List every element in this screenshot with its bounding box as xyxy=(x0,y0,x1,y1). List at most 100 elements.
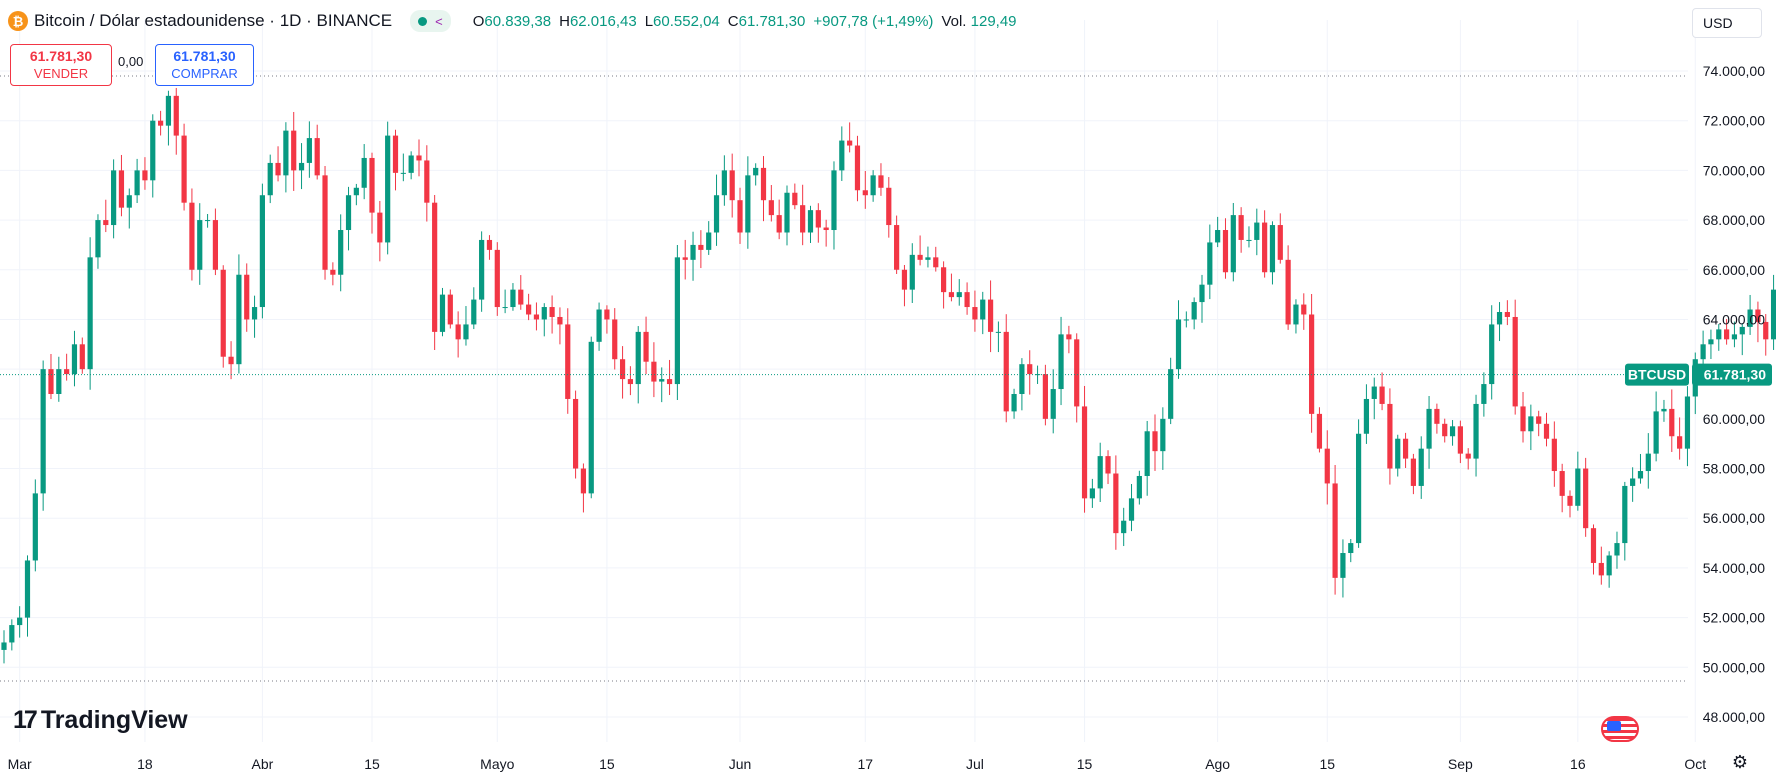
candle xyxy=(627,366,633,396)
candle-body xyxy=(1489,324,1495,385)
candle-body xyxy=(1191,302,1197,320)
candle-body xyxy=(533,314,540,320)
candle-body xyxy=(1105,456,1111,474)
candle-body xyxy=(455,324,461,340)
candle xyxy=(721,155,727,206)
candle xyxy=(173,87,179,155)
candle xyxy=(565,308,571,414)
price-tick-label: 70.000,00 xyxy=(1703,162,1765,178)
candle-body xyxy=(706,232,712,250)
candle-body xyxy=(839,140,845,171)
candle xyxy=(1395,434,1401,477)
us-flag-icon[interactable] xyxy=(1601,716,1639,742)
candle-body xyxy=(71,344,78,375)
time-axis[interactable]: Mar 18 Abr 15 Mayo 15 Jun 17 Jul 15 Ago 15 Sep 16 Oct xyxy=(8,756,1707,772)
candle xyxy=(87,237,93,390)
candle-body xyxy=(1481,384,1487,404)
price-axis[interactable]: 48.000,00 50.000,00 52.000,00 54.000,00 56.0… xyxy=(1703,63,1765,725)
candle xyxy=(150,114,156,198)
time-tick-label: Oct xyxy=(1684,756,1706,772)
candle xyxy=(729,153,735,218)
candle-body xyxy=(1387,403,1393,469)
last-price-tag-label: 61.781,30 xyxy=(1704,367,1766,383)
candle-body xyxy=(1152,431,1158,452)
candle xyxy=(760,156,767,222)
currency-select[interactable]: USD xyxy=(1692,8,1762,38)
candle-body xyxy=(1661,408,1667,412)
candle xyxy=(385,121,391,255)
candle-body xyxy=(886,187,892,226)
candle-body xyxy=(760,167,767,201)
brand-name: TradingView xyxy=(40,706,188,734)
candle xyxy=(267,154,273,204)
tradingview-logo[interactable]: 17 TradingView xyxy=(13,706,188,735)
buy-button[interactable]: 61.781,30 COMPRAR xyxy=(155,44,254,86)
candle-body xyxy=(580,468,587,494)
price-tick-label: 58.000,00 xyxy=(1703,461,1765,477)
symbol-title[interactable]: Bitcoin / Dólar estadounidense · 1D · BI… xyxy=(34,11,393,30)
candle-body xyxy=(1724,329,1730,340)
candle xyxy=(1536,410,1542,437)
candle xyxy=(964,282,970,315)
candle-body xyxy=(244,274,250,320)
candle xyxy=(1332,464,1338,595)
candle xyxy=(588,336,594,499)
candle xyxy=(400,153,406,182)
candle xyxy=(745,156,751,249)
candle xyxy=(682,239,688,280)
candle-body xyxy=(1426,408,1432,449)
candle-body xyxy=(142,170,148,181)
candle xyxy=(572,390,579,479)
candle-body xyxy=(1199,284,1205,303)
candle xyxy=(275,146,281,182)
candle-body xyxy=(909,254,915,290)
candle xyxy=(306,121,312,178)
candle xyxy=(1559,463,1565,513)
candle xyxy=(698,230,704,269)
candle-body xyxy=(674,257,680,385)
candle-body xyxy=(964,292,970,308)
candle xyxy=(1434,403,1440,434)
ohlc-legend: O60.839,38 H62.016,43 L60.552,04 C61.781… xyxy=(472,12,1017,30)
candle xyxy=(408,151,414,180)
candle xyxy=(1215,216,1221,248)
buy-price: 61.781,30 xyxy=(173,48,236,64)
candle-body xyxy=(220,269,226,357)
candle xyxy=(236,254,242,374)
candle xyxy=(956,279,962,306)
candle xyxy=(463,306,469,346)
candle xyxy=(189,188,195,281)
candle-body xyxy=(768,200,774,216)
candle-body xyxy=(204,220,211,222)
candle-body xyxy=(353,187,359,196)
candle-body xyxy=(228,356,234,365)
candle-body xyxy=(447,294,453,325)
candle-body xyxy=(1019,364,1025,394)
candle xyxy=(1763,314,1769,356)
candle-body xyxy=(479,239,485,300)
candle xyxy=(392,129,399,191)
candle xyxy=(1285,245,1291,330)
candle xyxy=(1622,481,1628,561)
sell-button[interactable]: 61.781,30 VENDER xyxy=(10,44,112,86)
candle xyxy=(941,261,947,309)
candle xyxy=(917,235,923,266)
candle xyxy=(925,246,931,268)
candle xyxy=(1183,311,1189,328)
candle xyxy=(612,308,618,370)
candle-body xyxy=(894,225,900,270)
candle xyxy=(1379,372,1385,411)
candle xyxy=(1144,420,1150,496)
settings-gear-icon[interactable]: ⚙ xyxy=(1731,752,1748,772)
market-status-pill[interactable]: < xyxy=(410,10,451,32)
candle xyxy=(909,243,915,303)
candle xyxy=(541,303,547,337)
candle xyxy=(416,139,422,177)
candle-body xyxy=(1465,453,1471,459)
candle-body xyxy=(1559,471,1565,496)
candle xyxy=(1669,389,1675,452)
candle-body xyxy=(1309,314,1315,414)
candle xyxy=(862,170,868,209)
candle-body xyxy=(1402,438,1409,459)
